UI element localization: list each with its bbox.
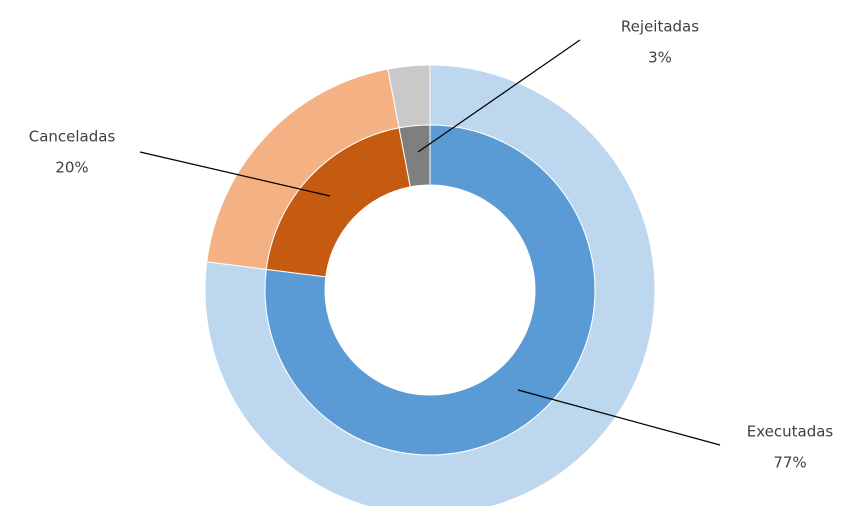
inner-slice: [264, 124, 596, 456]
data-label-category: Canceladas: [29, 128, 116, 146]
inner-slice: [398, 124, 431, 188]
data-label-value: 20%: [55, 159, 88, 177]
data-label-category: Rejeitadas: [621, 18, 699, 36]
data-label-value: 3%: [648, 49, 672, 67]
leader-line: [517, 389, 721, 446]
leader-line: [417, 39, 581, 153]
leader-line: [139, 151, 331, 197]
data-label-category: Executadas: [747, 423, 834, 441]
data-label-value: 77%: [773, 454, 806, 472]
